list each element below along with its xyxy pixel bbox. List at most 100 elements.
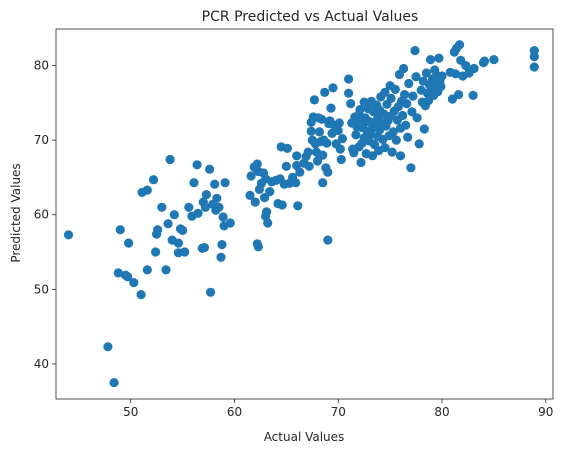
data-point xyxy=(455,40,465,50)
data-point xyxy=(406,163,416,173)
data-point xyxy=(318,150,328,160)
data-point xyxy=(318,178,328,188)
data-point xyxy=(148,175,159,185)
data-point xyxy=(434,53,444,63)
data-point xyxy=(322,138,332,148)
data-point xyxy=(206,287,216,297)
data-point xyxy=(205,164,215,174)
data-point xyxy=(246,171,256,181)
data-point xyxy=(113,268,123,278)
data-point xyxy=(349,148,359,158)
data-point xyxy=(336,154,346,165)
x-tick-label: 90 xyxy=(538,405,553,419)
data-point xyxy=(317,114,327,124)
data-point xyxy=(421,68,431,78)
y-tick-label: 80 xyxy=(34,59,49,73)
data-point xyxy=(479,56,490,66)
y-axis-label: Predicted Values xyxy=(9,163,23,262)
y-tick-label: 60 xyxy=(34,208,49,222)
data-point xyxy=(304,161,314,171)
data-point xyxy=(344,88,354,98)
data-point xyxy=(252,159,262,169)
data-point xyxy=(529,62,539,72)
data-point xyxy=(326,103,336,113)
data-point xyxy=(356,157,366,168)
data-point xyxy=(328,83,338,93)
data-point xyxy=(151,247,161,257)
data-point xyxy=(63,230,74,240)
data-point xyxy=(403,132,413,142)
data-point xyxy=(436,81,446,91)
data-point xyxy=(253,242,263,252)
data-point xyxy=(260,193,270,203)
x-tick-label: 60 xyxy=(227,405,242,419)
data-point xyxy=(142,265,152,275)
data-point xyxy=(103,342,113,352)
data-point xyxy=(153,225,163,235)
data-point xyxy=(386,93,396,103)
data-point xyxy=(407,107,417,117)
data-point xyxy=(199,243,209,253)
data-point xyxy=(469,63,479,74)
data-point xyxy=(351,130,361,140)
y-tick-label: 50 xyxy=(34,282,49,296)
data-point xyxy=(450,69,461,79)
data-point xyxy=(245,190,255,200)
data-point xyxy=(408,91,418,101)
data-point xyxy=(412,113,422,123)
data-point xyxy=(437,71,447,81)
data-point xyxy=(367,151,378,161)
data-point xyxy=(390,84,400,94)
data-point xyxy=(335,144,345,154)
data-point xyxy=(265,187,275,197)
data-point xyxy=(262,207,272,217)
data-point xyxy=(161,265,171,275)
data-point xyxy=(323,167,333,177)
data-point xyxy=(306,126,316,136)
data-point xyxy=(426,55,436,65)
data-point xyxy=(410,46,420,56)
data-point xyxy=(169,210,179,220)
data-point xyxy=(380,143,390,153)
data-point xyxy=(395,151,406,161)
data-point xyxy=(489,55,499,65)
data-point xyxy=(109,378,119,388)
data-point xyxy=(320,87,330,97)
data-point xyxy=(529,52,539,62)
data-point xyxy=(277,200,287,210)
data-point xyxy=(400,90,410,100)
y-tick-label: 70 xyxy=(34,133,49,147)
data-point xyxy=(309,95,319,105)
data-point xyxy=(192,160,202,170)
data-point xyxy=(292,151,302,161)
data-point xyxy=(178,225,188,235)
data-point xyxy=(201,190,211,200)
data-point xyxy=(282,143,292,153)
data-point xyxy=(314,127,325,137)
data-point xyxy=(359,97,369,107)
data-point xyxy=(461,61,471,71)
x-tick-label: 50 xyxy=(123,405,138,419)
data-point xyxy=(323,235,333,245)
data-point xyxy=(193,208,203,218)
data-point xyxy=(136,290,146,300)
x-axis-ticks: 50 60 70 80 90 xyxy=(123,399,553,419)
data-point xyxy=(217,240,227,250)
data-point xyxy=(124,238,134,248)
data-point xyxy=(401,120,411,130)
data-point xyxy=(123,272,133,282)
data-point xyxy=(468,90,478,100)
data-point xyxy=(157,202,167,212)
data-point xyxy=(346,99,356,109)
data-point xyxy=(180,247,190,257)
data-points xyxy=(63,40,539,388)
data-point xyxy=(250,197,260,207)
data-point xyxy=(293,201,303,211)
data-point xyxy=(387,147,397,157)
x-tick-label: 70 xyxy=(331,405,346,419)
data-point xyxy=(210,179,220,189)
data-point xyxy=(115,225,125,235)
data-point xyxy=(184,202,194,212)
data-point xyxy=(402,99,412,109)
